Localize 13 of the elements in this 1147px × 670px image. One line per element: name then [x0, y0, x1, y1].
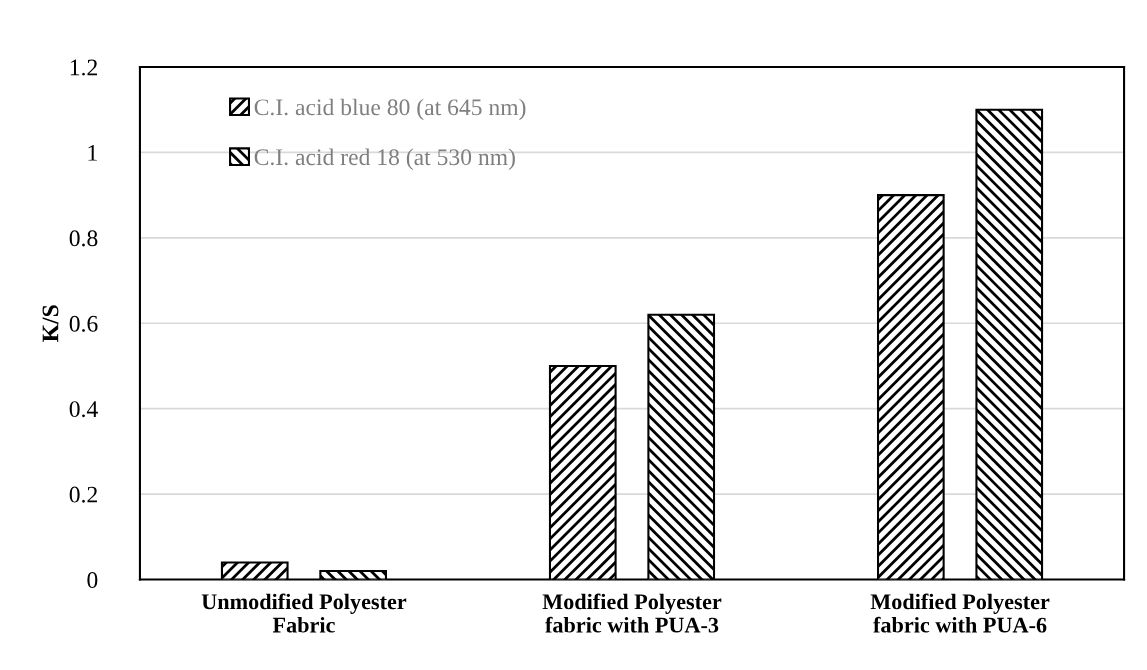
y-tick-label: 0.2 [69, 486, 97, 503]
y-tick-label: 0.4 [69, 401, 98, 418]
y-tick-label: 1 [88, 145, 97, 161]
y-tick-label: 0.8 [69, 230, 98, 247]
y-tick-label: 1.2 [70, 59, 97, 76]
legend-label: C.I. acid red 18 (at 530 nm) [254, 148, 515, 170]
y-axis-title: K/S [42, 305, 59, 342]
x-tick-label: Modified Polyester fabric with PUA-6 [870, 593, 1050, 633]
x-tick-label: Unmodified Polyester Fabric [201, 593, 407, 633]
legend-label: C.I. acid blue 80 (at 645 nm) [254, 98, 526, 121]
x-tick-label: Modified Polyester fabric with PUA-3 [542, 593, 722, 633]
y-tick-label: 0 [87, 572, 98, 588]
y-tick-label: 0.6 [69, 315, 98, 332]
